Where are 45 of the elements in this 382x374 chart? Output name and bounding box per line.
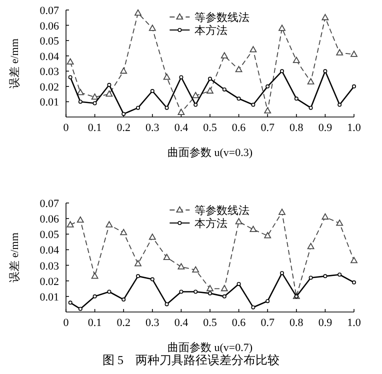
x-tick-label: 0.2 xyxy=(116,122,130,134)
y-tick-label: 0.03 xyxy=(40,260,60,272)
legend-label: 等参数线法 xyxy=(194,11,250,24)
x-tick-label: 0.3 xyxy=(146,317,160,329)
x-tick-label: 0.4 xyxy=(174,122,189,134)
x-tick-label: 0.7 xyxy=(260,317,275,329)
legend-label: 本方法 xyxy=(194,24,228,37)
y-tick-label: 0.01 xyxy=(40,96,59,109)
x-axis-title: 曲面参数 u(v=0.7) xyxy=(167,341,253,354)
y-tick-label: 0.07 xyxy=(40,5,60,17)
y-tick-label: 0.05 xyxy=(40,36,60,48)
x-tick-label: 0.1 xyxy=(88,317,102,329)
y-tick-label: 0.04 xyxy=(40,244,60,257)
x-tick-label: 0.9 xyxy=(318,317,333,329)
x-tick-label: 0.5 xyxy=(203,122,218,134)
y-tick-label: 0.05 xyxy=(40,229,60,242)
x-tick-label: 1.0 xyxy=(347,122,362,134)
legend-label: 本方法 xyxy=(194,217,228,230)
y-tick-label: 0.03 xyxy=(40,66,60,78)
x-tick-label: 0.9 xyxy=(318,122,333,134)
caption: 图 5 两种刀具路径误差分布比较 xyxy=(102,353,280,367)
x-tick-label: 0.5 xyxy=(203,317,218,329)
x-tick-label: 0.7 xyxy=(260,122,275,134)
y-tick-label: 0.04 xyxy=(40,50,60,63)
y-tick-label: 0.07 xyxy=(40,198,60,210)
x-tick-label: 0.4 xyxy=(174,317,189,329)
x-tick-label: 0.2 xyxy=(116,317,130,329)
y-tick-label: 0.06 xyxy=(40,20,60,32)
x-tick-label: 0.6 xyxy=(232,122,246,134)
x-tick-label: 0.6 xyxy=(232,317,246,329)
x-tick-label: 0.8 xyxy=(290,122,304,134)
x-tick-label: 0 xyxy=(63,122,70,134)
y-tick-label: 0.01 xyxy=(40,291,59,304)
y-tick-label: 0.02 xyxy=(40,81,59,94)
legend-label: 等参数线法 xyxy=(194,204,250,217)
y-tick-label: 0.06 xyxy=(40,214,60,226)
x-axis-title: 曲面参数 u(v=0.3) xyxy=(167,146,253,159)
y-axis-title: 误差 e/mm xyxy=(9,232,21,282)
x-tick-label: 0.8 xyxy=(290,317,304,329)
y-axis-title: 误差 e/mm xyxy=(9,38,21,88)
x-tick-label: 0.3 xyxy=(146,122,160,134)
x-tick-label: 0 xyxy=(63,317,70,329)
x-tick-label: 1.0 xyxy=(347,317,362,329)
x-tick-label: 0.1 xyxy=(88,122,102,134)
y-tick-label: 0.02 xyxy=(40,276,59,288)
